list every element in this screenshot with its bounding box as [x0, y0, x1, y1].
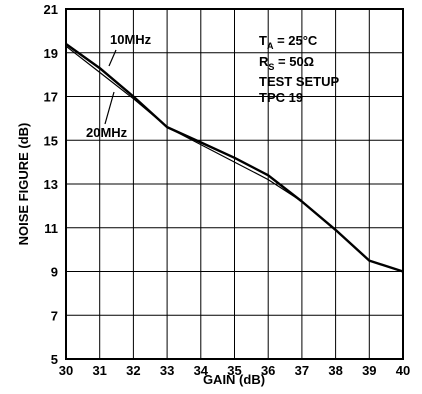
y-tick-label: 19 — [44, 46, 58, 61]
x-tick-labels: 30 31 32 33 34 35 36 37 38 39 40 — [59, 363, 410, 378]
y-axis-title: NOISE FIGURE (dB) — [16, 123, 31, 246]
x-tick-label: 39 — [362, 363, 376, 378]
leader-10mhz — [108, 49, 117, 67]
series-lines — [65, 43, 404, 273]
y-tick-label: 15 — [44, 133, 58, 148]
x-tick-label: 40 — [396, 363, 410, 378]
rs-condition: RS = 50Ω — [259, 54, 314, 72]
x-tick-label: 34 — [194, 363, 209, 378]
tpc-label: TPC 19 — [259, 90, 303, 105]
ta-condition: TA = 25°C — [259, 33, 318, 51]
y-tick-label: 11 — [44, 221, 58, 236]
x-axis-title: GAIN (dB) — [203, 372, 265, 387]
y-tick-labels: 5 7 9 11 13 15 17 19 21 — [44, 2, 58, 367]
series-line-2 — [65, 45, 404, 273]
plot-frame — [65, 8, 404, 360]
label-10mhz: 10MHz — [110, 32, 152, 47]
x-tick-label: 31 — [92, 363, 106, 378]
x-tick-label: 32 — [126, 363, 140, 378]
x-tick-label: 30 — [59, 363, 73, 378]
y-tick-label: 17 — [44, 90, 58, 105]
y-tick-label: 7 — [51, 308, 58, 323]
leader-20mhz — [104, 91, 115, 125]
label-20mhz: 20MHz — [86, 125, 128, 140]
y-tick-label: 21 — [44, 2, 58, 17]
x-tick-label: 36 — [261, 363, 275, 378]
x-tick-label: 33 — [160, 363, 174, 378]
y-tick-label: 13 — [44, 177, 58, 192]
y-tick-label: 5 — [51, 352, 58, 367]
x-tick-label: 38 — [328, 363, 342, 378]
x-tick-label: 37 — [295, 363, 309, 378]
grid — [65, 8, 404, 360]
test-setup-label: TEST SETUP — [259, 74, 340, 89]
test-conditions: TA = 25°C RS = 50Ω TEST SETUP TPC 19 — [259, 33, 340, 105]
x-tick-label: 35 — [227, 363, 241, 378]
y-tick-label: 9 — [51, 265, 58, 280]
